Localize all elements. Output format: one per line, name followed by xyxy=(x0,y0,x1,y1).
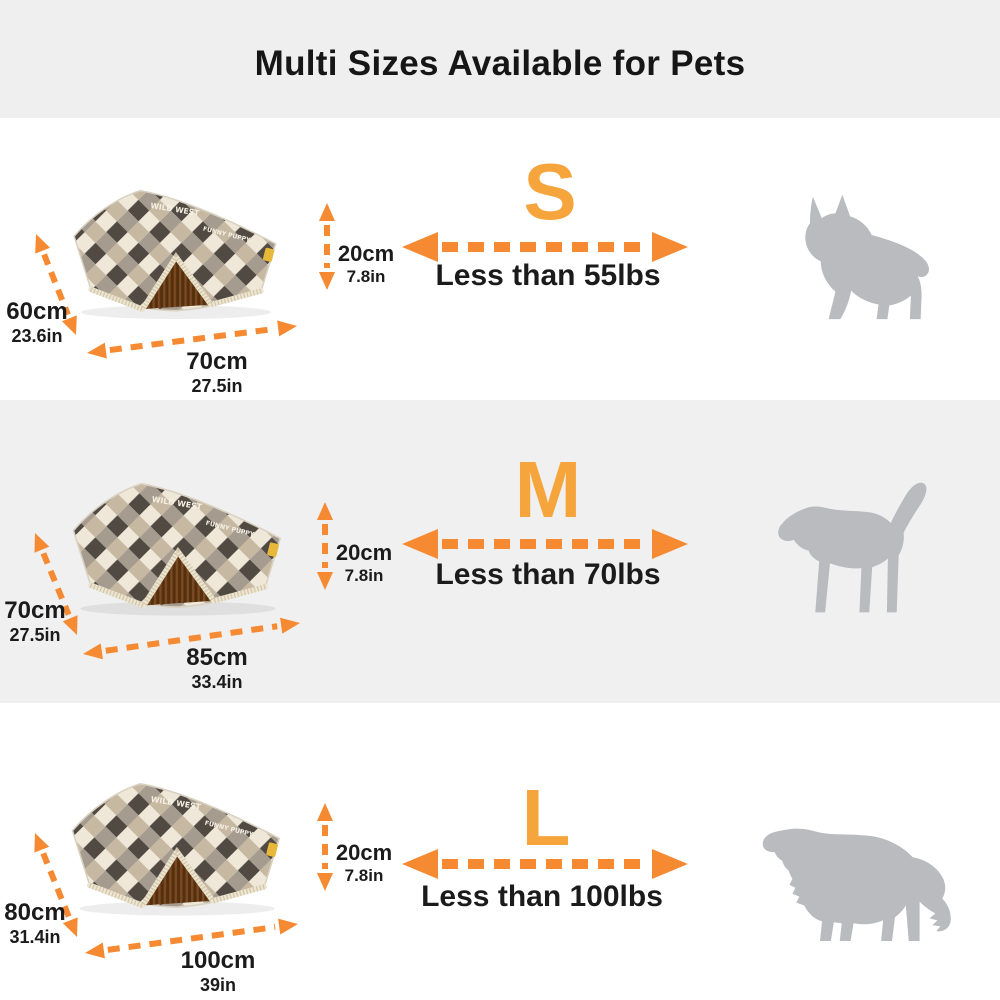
height-in: 7.8in xyxy=(344,865,384,885)
height-in: 7.8in xyxy=(346,266,386,286)
pet-bed-photo-medium: WILD WEST FUNNY PUPPY xyxy=(54,476,302,632)
width-cm: 70cm xyxy=(186,348,248,375)
height-cm: 20cm xyxy=(335,840,393,865)
pet-bed-photo-small: WILD WEST FUNNY PUPPY xyxy=(62,183,290,335)
bed-brand-tag xyxy=(266,842,278,857)
weight-limit-text-l: Less than 100lbs xyxy=(421,880,663,913)
pet-bed-illustration: WILD WEST FUNNY PUPPY xyxy=(73,189,277,320)
dog-silhouette-french-bulldog xyxy=(777,185,937,327)
weight-limit-text-m: Less than 70lbs xyxy=(435,558,661,591)
depth-in: 27.5in xyxy=(9,624,61,645)
width-in: 27.5in xyxy=(191,375,243,396)
depth-dimension-label: 80cm 31.4in xyxy=(4,899,66,947)
depth-dimension-label: 70cm 27.5in xyxy=(4,597,66,645)
bed-brand-tag xyxy=(262,247,275,262)
pet-bed-illustration: WILD WEST FUNNY PUPPY xyxy=(71,783,280,916)
size-letter-s: S xyxy=(523,147,577,236)
page-title: Multi Sizes Available for Pets xyxy=(254,44,746,83)
dog-silhouette-beagle xyxy=(775,473,937,630)
width-cm: 100cm xyxy=(180,947,256,974)
width-in: 39in xyxy=(199,974,237,995)
bed-brand-tag xyxy=(267,542,279,557)
depth-dimension-label: 60cm 23.6in xyxy=(6,298,68,346)
depth-in: 31.4in xyxy=(9,926,61,947)
pet-bed-photo-large: WILD WEST FUNNY PUPPY xyxy=(48,776,306,932)
width-dimension-label: 100cm 39in xyxy=(180,947,256,995)
height-dimension-label: 20cm 7.8in xyxy=(337,241,395,286)
height-dimension-label: 20cm 7.8in xyxy=(335,840,393,885)
dog-silhouette-golden-retriever xyxy=(758,803,957,943)
height-in: 7.8in xyxy=(344,565,384,585)
width-dimension-label: 70cm 27.5in xyxy=(186,348,248,396)
size-letter-m: M xyxy=(514,445,582,534)
height-cm: 20cm xyxy=(337,241,395,266)
height-cm: 20cm xyxy=(335,540,393,565)
pet-bed-illustration: WILD WEST FUNNY PUPPY xyxy=(72,483,281,616)
depth-cm: 80cm xyxy=(4,899,66,926)
width-dimension-label: 85cm 33.4in xyxy=(186,644,248,692)
width-in: 33.4in xyxy=(191,671,243,692)
size-letter-l: L xyxy=(521,773,571,862)
header-band xyxy=(0,0,1000,118)
depth-in: 23.6in xyxy=(11,325,63,346)
weight-limit-text-s: Less than 55lbs xyxy=(435,259,661,292)
depth-cm: 60cm xyxy=(6,298,68,325)
width-cm: 85cm xyxy=(186,644,248,671)
depth-cm: 70cm xyxy=(4,597,66,624)
height-dimension-label: 20cm 7.8in xyxy=(335,540,393,585)
